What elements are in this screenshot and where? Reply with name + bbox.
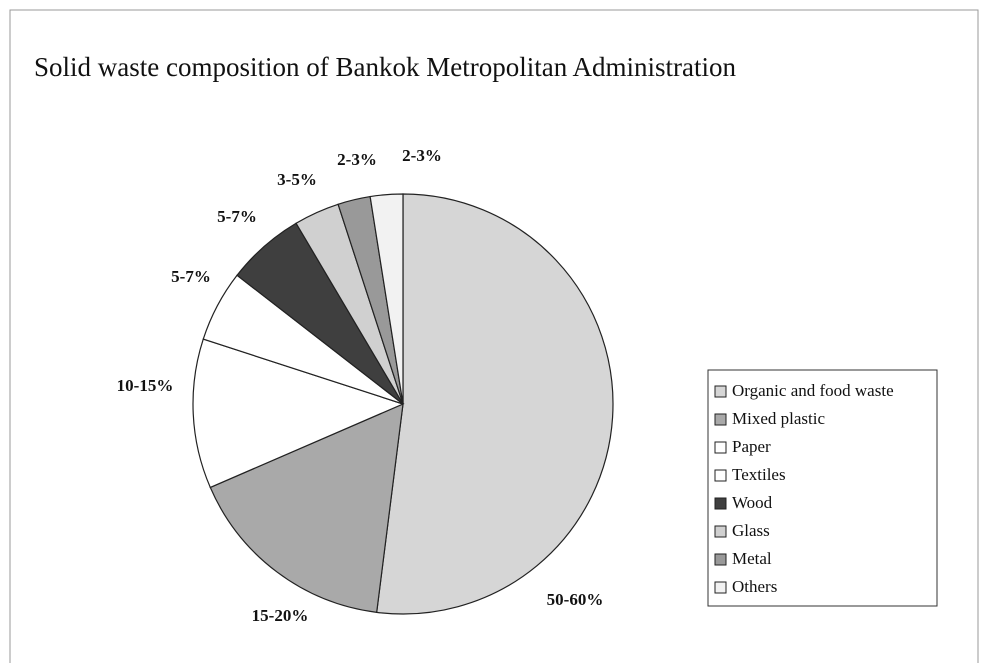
legend-swatch — [714, 469, 727, 482]
legend-label: Metal — [732, 549, 772, 568]
pie-slice — [376, 193, 614, 615]
data-label: 3-5% — [277, 170, 317, 189]
frame — [9, 9, 979, 663]
data-label: 5-7% — [171, 267, 211, 286]
data-label: 2-3% — [337, 150, 377, 169]
legend-swatch — [714, 413, 727, 426]
data-label: 5-7% — [217, 207, 257, 226]
legend-swatch — [714, 497, 727, 510]
legend-label: Textiles — [732, 465, 786, 484]
legend-label: Wood — [732, 493, 773, 512]
data-label: 10-15% — [117, 376, 174, 395]
legend-swatch — [714, 441, 727, 454]
legend-swatch — [714, 553, 727, 566]
pie-slice — [209, 403, 404, 614]
legend-label: Organic and food waste — [732, 381, 894, 400]
legend-swatch — [714, 385, 727, 398]
data-label: 15-20% — [252, 606, 309, 625]
data-label: 50-60% — [547, 590, 604, 609]
data-label: 2-3% — [402, 146, 442, 165]
legend-label: Glass — [732, 521, 770, 540]
legend-swatch — [714, 525, 727, 538]
legend-box — [707, 369, 938, 607]
pie-slice — [192, 338, 405, 489]
legend-label: Paper — [732, 437, 771, 456]
pie-slice — [369, 193, 404, 405]
legend-label: Others — [732, 577, 777, 596]
legend-swatch — [714, 581, 727, 594]
chart-title: Solid waste composition of Bankok Metrop… — [34, 52, 736, 82]
legend-label: Mixed plastic — [732, 409, 825, 428]
